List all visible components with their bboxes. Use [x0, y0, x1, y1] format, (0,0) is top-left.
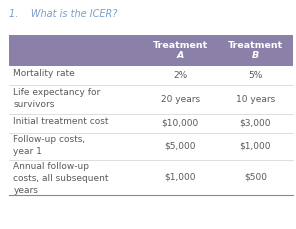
Bar — [9, 133, 293, 160]
Text: 2%: 2% — [173, 71, 187, 80]
Text: $1,000: $1,000 — [164, 173, 196, 182]
Text: 20 years: 20 years — [160, 95, 200, 104]
Text: Follow-up costs,
year 1: Follow-up costs, year 1 — [13, 135, 86, 156]
Text: Mortality rate: Mortality rate — [13, 69, 75, 78]
Bar — [9, 35, 293, 66]
Text: A: A — [176, 51, 184, 60]
Text: 10 years: 10 years — [236, 95, 275, 104]
Text: Annual follow-up
costs, all subsequent
years: Annual follow-up costs, all subsequent y… — [13, 162, 109, 195]
Text: B: B — [252, 51, 259, 60]
Text: Treatment: Treatment — [152, 41, 208, 50]
Bar — [9, 114, 293, 133]
Text: Initial treatment cost: Initial treatment cost — [13, 117, 109, 125]
Text: $500: $500 — [244, 173, 267, 182]
Bar — [9, 66, 293, 85]
Bar — [9, 85, 293, 114]
Text: Treatment: Treatment — [228, 41, 283, 50]
Text: $10,000: $10,000 — [161, 119, 199, 128]
Text: $1,000: $1,000 — [240, 142, 271, 151]
Text: 1.    What is the ICER?: 1. What is the ICER? — [9, 9, 117, 19]
Text: $5,000: $5,000 — [164, 142, 196, 151]
Text: Life expectancy for
survivors: Life expectancy for survivors — [13, 88, 101, 109]
Text: 5%: 5% — [248, 71, 263, 80]
Text: $3,000: $3,000 — [240, 119, 271, 128]
Bar — [9, 160, 293, 195]
